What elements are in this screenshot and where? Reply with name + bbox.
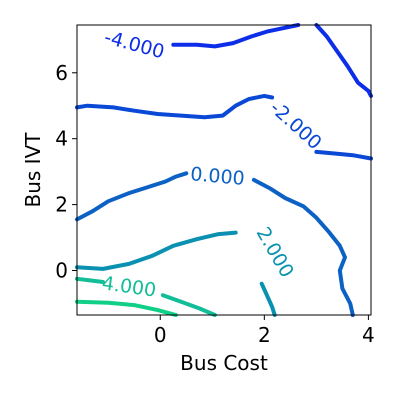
- contour-label: -4.000: [102, 26, 167, 63]
- contour-line: [314, 149, 373, 161]
- contour-lines: [75, 23, 373, 317]
- contour-label: 2.000: [252, 223, 298, 281]
- contour-line: [75, 171, 189, 222]
- x-axis-ticks: 0 2 4: [154, 315, 375, 347]
- contour-line: [75, 276, 105, 284]
- y-tick-label: 2: [55, 193, 68, 217]
- contour-line: [75, 299, 178, 317]
- y-axis-ticks: 0 2 4 6: [55, 61, 77, 283]
- contour-line: [259, 281, 277, 317]
- contour-label: 4.000: [101, 272, 158, 301]
- x-axis-label: Bus Cost: [180, 351, 268, 375]
- y-tick-label: 6: [55, 61, 68, 85]
- x-tick-label: 4: [362, 323, 375, 347]
- contour-label: 0.000: [189, 163, 245, 190]
- contour-line: [160, 293, 217, 317]
- x-tick-label: 2: [258, 323, 271, 347]
- x-tick-label: 0: [154, 323, 167, 347]
- contour-line: [251, 177, 355, 317]
- contour-line: [75, 230, 238, 271]
- contour-line: [171, 23, 301, 49]
- contour-line: [314, 23, 373, 98]
- y-axis-label: Bus IVT: [21, 132, 45, 208]
- plot-area-frame: [76, 24, 372, 316]
- contour-label: -2.000: [265, 97, 325, 154]
- y-tick-label: 4: [55, 127, 68, 151]
- contour-line: [75, 93, 275, 120]
- y-tick-label: 0: [55, 259, 68, 283]
